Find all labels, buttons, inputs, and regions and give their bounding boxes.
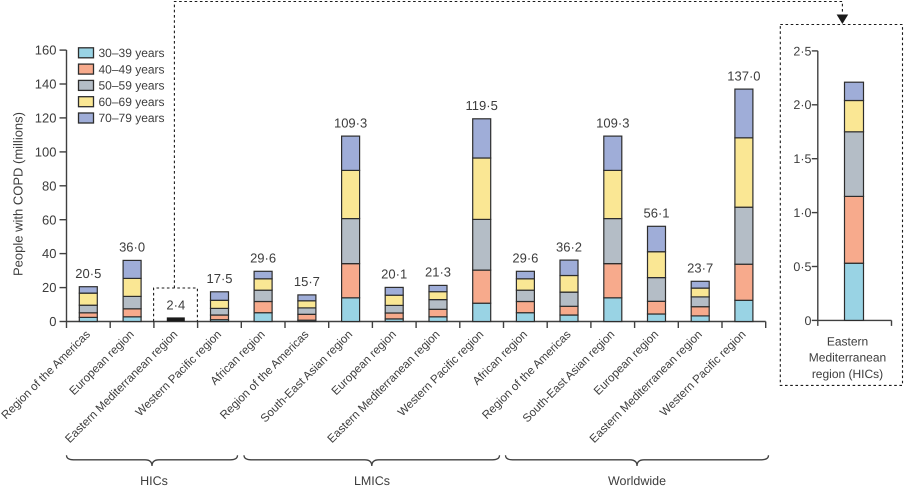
svg-text:60–69 years: 60–69 years [99,95,165,109]
svg-text:2·0: 2·0 [793,98,811,112]
svg-text:100: 100 [35,145,57,160]
svg-text:119·5: 119·5 [466,98,498,113]
svg-text:HICs: HICs [140,474,168,488]
svg-text:109·3: 109·3 [596,115,629,130]
svg-text:23·7: 23·7 [687,261,713,276]
svg-text:20·1: 20·1 [381,267,407,282]
svg-text:20: 20 [42,280,56,295]
svg-text:40–49 years: 40–49 years [99,62,165,76]
svg-text:2·5: 2·5 [793,44,811,58]
svg-text:109·3: 109·3 [334,115,367,130]
svg-text:Mediterranean: Mediterranean [809,351,886,365]
svg-text:17·5: 17·5 [206,271,232,286]
svg-text:160: 160 [35,43,57,58]
svg-text:Worldwide: Worldwide [608,474,666,488]
svg-text:40: 40 [42,246,56,261]
svg-text:120: 120 [35,111,57,126]
svg-text:20·5: 20·5 [75,266,101,281]
svg-text:60: 60 [42,212,56,227]
svg-text:region (HICs): region (HICs) [812,367,883,381]
svg-text:21·3: 21·3 [425,265,451,280]
svg-text:29·6: 29·6 [250,251,276,266]
svg-text:15·7: 15·7 [294,274,320,289]
svg-text:137·0: 137·0 [727,68,760,83]
svg-text:Eastern: Eastern [827,335,868,349]
svg-text:30–39 years: 30–39 years [99,46,165,60]
svg-text:50–59 years: 50–59 years [99,79,165,93]
svg-text:1·0: 1·0 [793,206,811,220]
svg-text:0·5: 0·5 [793,260,811,274]
svg-text:LMICs: LMICs [354,474,390,488]
svg-text:36·0: 36·0 [119,240,145,255]
svg-text:0: 0 [805,314,812,328]
svg-text:0: 0 [49,314,56,329]
svg-text:People with COPD (millions): People with COPD (millions) [11,112,26,276]
svg-text:56·1: 56·1 [643,206,669,221]
svg-text:80: 80 [42,178,56,193]
svg-text:70–79 years: 70–79 years [99,111,165,125]
svg-text:140: 140 [35,77,57,92]
svg-text:1·5: 1·5 [793,152,811,166]
svg-text:29·6: 29·6 [512,251,538,266]
svg-text:2·4: 2·4 [166,298,185,313]
svg-text:36·2: 36·2 [556,239,582,254]
